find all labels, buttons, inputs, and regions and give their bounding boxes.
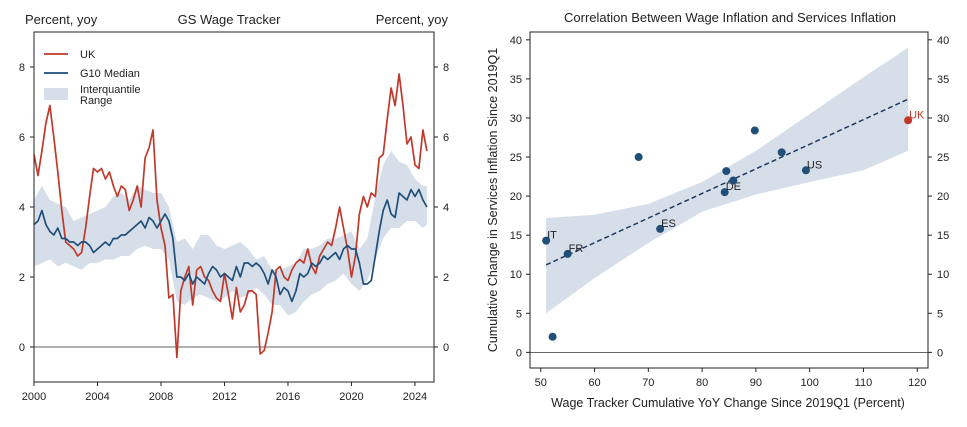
x-tick-label: 110: [855, 377, 873, 389]
y-tick-label-right: 4: [443, 202, 449, 214]
data-point-label: ES: [661, 218, 676, 230]
y-tick-label-left: 4: [19, 202, 25, 214]
y-tick-label-left: 5: [516, 308, 522, 320]
y-tick-label-right: 10: [937, 269, 949, 281]
interquantile-band: [34, 151, 427, 316]
correlation-chart: Correlation Between Wage Inflation and S…: [486, 10, 949, 410]
data-point: [542, 236, 551, 245]
y-tick-label-left: 6: [19, 132, 25, 144]
data-point: [634, 153, 643, 162]
legend-label-range-line2: Range: [80, 95, 112, 107]
data-points: IT FR ES DE US UK: [542, 109, 925, 341]
y-tick-label-right: 5: [937, 308, 943, 320]
right-y-axis-label-text: Cumulative Change in Services Inflation …: [486, 48, 500, 352]
g10-median-line: [33, 188, 428, 303]
x-tick-label: 2000: [22, 391, 46, 403]
series-lines: [33, 73, 428, 359]
data-point-label: UK: [909, 109, 925, 121]
y-tick-label-left: 25: [510, 152, 522, 164]
y-tick-label-left: 15: [510, 230, 522, 242]
data-point: [656, 224, 665, 233]
x-tick-label: 2020: [339, 391, 363, 403]
y-tick-label-left: 20: [510, 191, 522, 203]
x-tick-label: 2024: [403, 391, 427, 403]
x-tick-label: 60: [588, 377, 600, 389]
data-point: [904, 116, 913, 125]
data-point-label: IT: [547, 230, 557, 242]
axis-ticks: 2000 2004 2008 2012 2016 2020 2024 0 0 2 2 4 4 6 6 8 8: [19, 62, 449, 403]
right-y-axis-label: Percent, yoy: [376, 12, 449, 27]
y-tick-label-right: 0: [937, 347, 943, 359]
confidence-band-area: [546, 47, 909, 314]
data-point: [801, 166, 810, 175]
x-tick-label: 2012: [212, 391, 236, 403]
legend-label-range-line1: Interquantile: [80, 84, 141, 96]
left-y-axis-label: Percent, yoy: [25, 12, 98, 27]
y-tick-label-right: 2: [443, 272, 449, 284]
y-tick-label-right: 8: [443, 62, 449, 74]
x-tick-label: 90: [750, 377, 762, 389]
data-point: [777, 148, 786, 157]
x-tick-label: 80: [696, 377, 708, 389]
x-tick-label: 50: [535, 377, 547, 389]
data-point-label: DE: [726, 181, 741, 193]
x-tick-label: 2008: [149, 391, 173, 403]
x-tick-label: 120: [908, 377, 926, 389]
legend-swatch-range: [44, 88, 68, 100]
uk-line: [33, 73, 428, 359]
y-tick-label-right: 15: [937, 230, 949, 242]
y-tick-label-right: 35: [937, 74, 949, 86]
right-x-axis-label: Wage Tracker Cumulative YoY Change Since…: [551, 396, 905, 410]
x-tick-label: 2016: [276, 391, 300, 403]
y-tick-label-right: 0: [443, 342, 449, 354]
data-point: [722, 167, 731, 176]
data-point: [563, 249, 572, 258]
data-point: [548, 332, 557, 341]
y-tick-label-right: 6: [443, 132, 449, 144]
y-tick-label-right: 25: [937, 152, 949, 164]
legend: UK G10 Median Interquantile Range: [44, 49, 141, 107]
y-tick-label-left: 30: [510, 113, 522, 125]
x-tick-label: 70: [642, 377, 654, 389]
right-chart-title: Correlation Between Wage Inflation and S…: [564, 10, 896, 25]
y-tick-label-left: 8: [19, 62, 25, 74]
legend-label-uk: UK: [80, 49, 96, 61]
y-tick-label-left: 40: [510, 35, 522, 47]
interquantile-range-area: [34, 151, 427, 316]
y-tick-label-right: 40: [937, 35, 949, 47]
y-tick-label-left: 0: [19, 342, 25, 354]
y-tick-label-left: 0: [516, 347, 522, 359]
confidence-band: [546, 47, 909, 314]
y-tick-label-right: 20: [937, 191, 949, 203]
plot-frame: [529, 31, 929, 369]
data-point: [729, 176, 738, 185]
regression-line: [545, 98, 909, 266]
left-chart-title: GS Wage Tracker: [178, 12, 281, 27]
data-point: [720, 188, 729, 197]
y-tick-label-left: 2: [19, 272, 25, 284]
data-point: [750, 126, 759, 135]
wage-tracker-chart: Percent, yoy GS Wage Tracker Percent, yo…: [19, 12, 449, 403]
y-tick-label-right: 30: [937, 113, 949, 125]
axis-ticks: 50 60 70 80 90 100 110 120 0 0 5 5 10 10 15 15 20 20 25 25 3…: [510, 35, 950, 389]
y-tick-label-left: 10: [510, 269, 522, 281]
legend-label-g10-median: G10 Median: [80, 68, 140, 80]
data-point-label: US: [807, 159, 822, 171]
x-tick-label: 2004: [85, 391, 109, 403]
x-tick-label: 100: [800, 377, 818, 389]
data-point-label: FR: [569, 243, 584, 255]
y-tick-label-left: 35: [510, 74, 522, 86]
